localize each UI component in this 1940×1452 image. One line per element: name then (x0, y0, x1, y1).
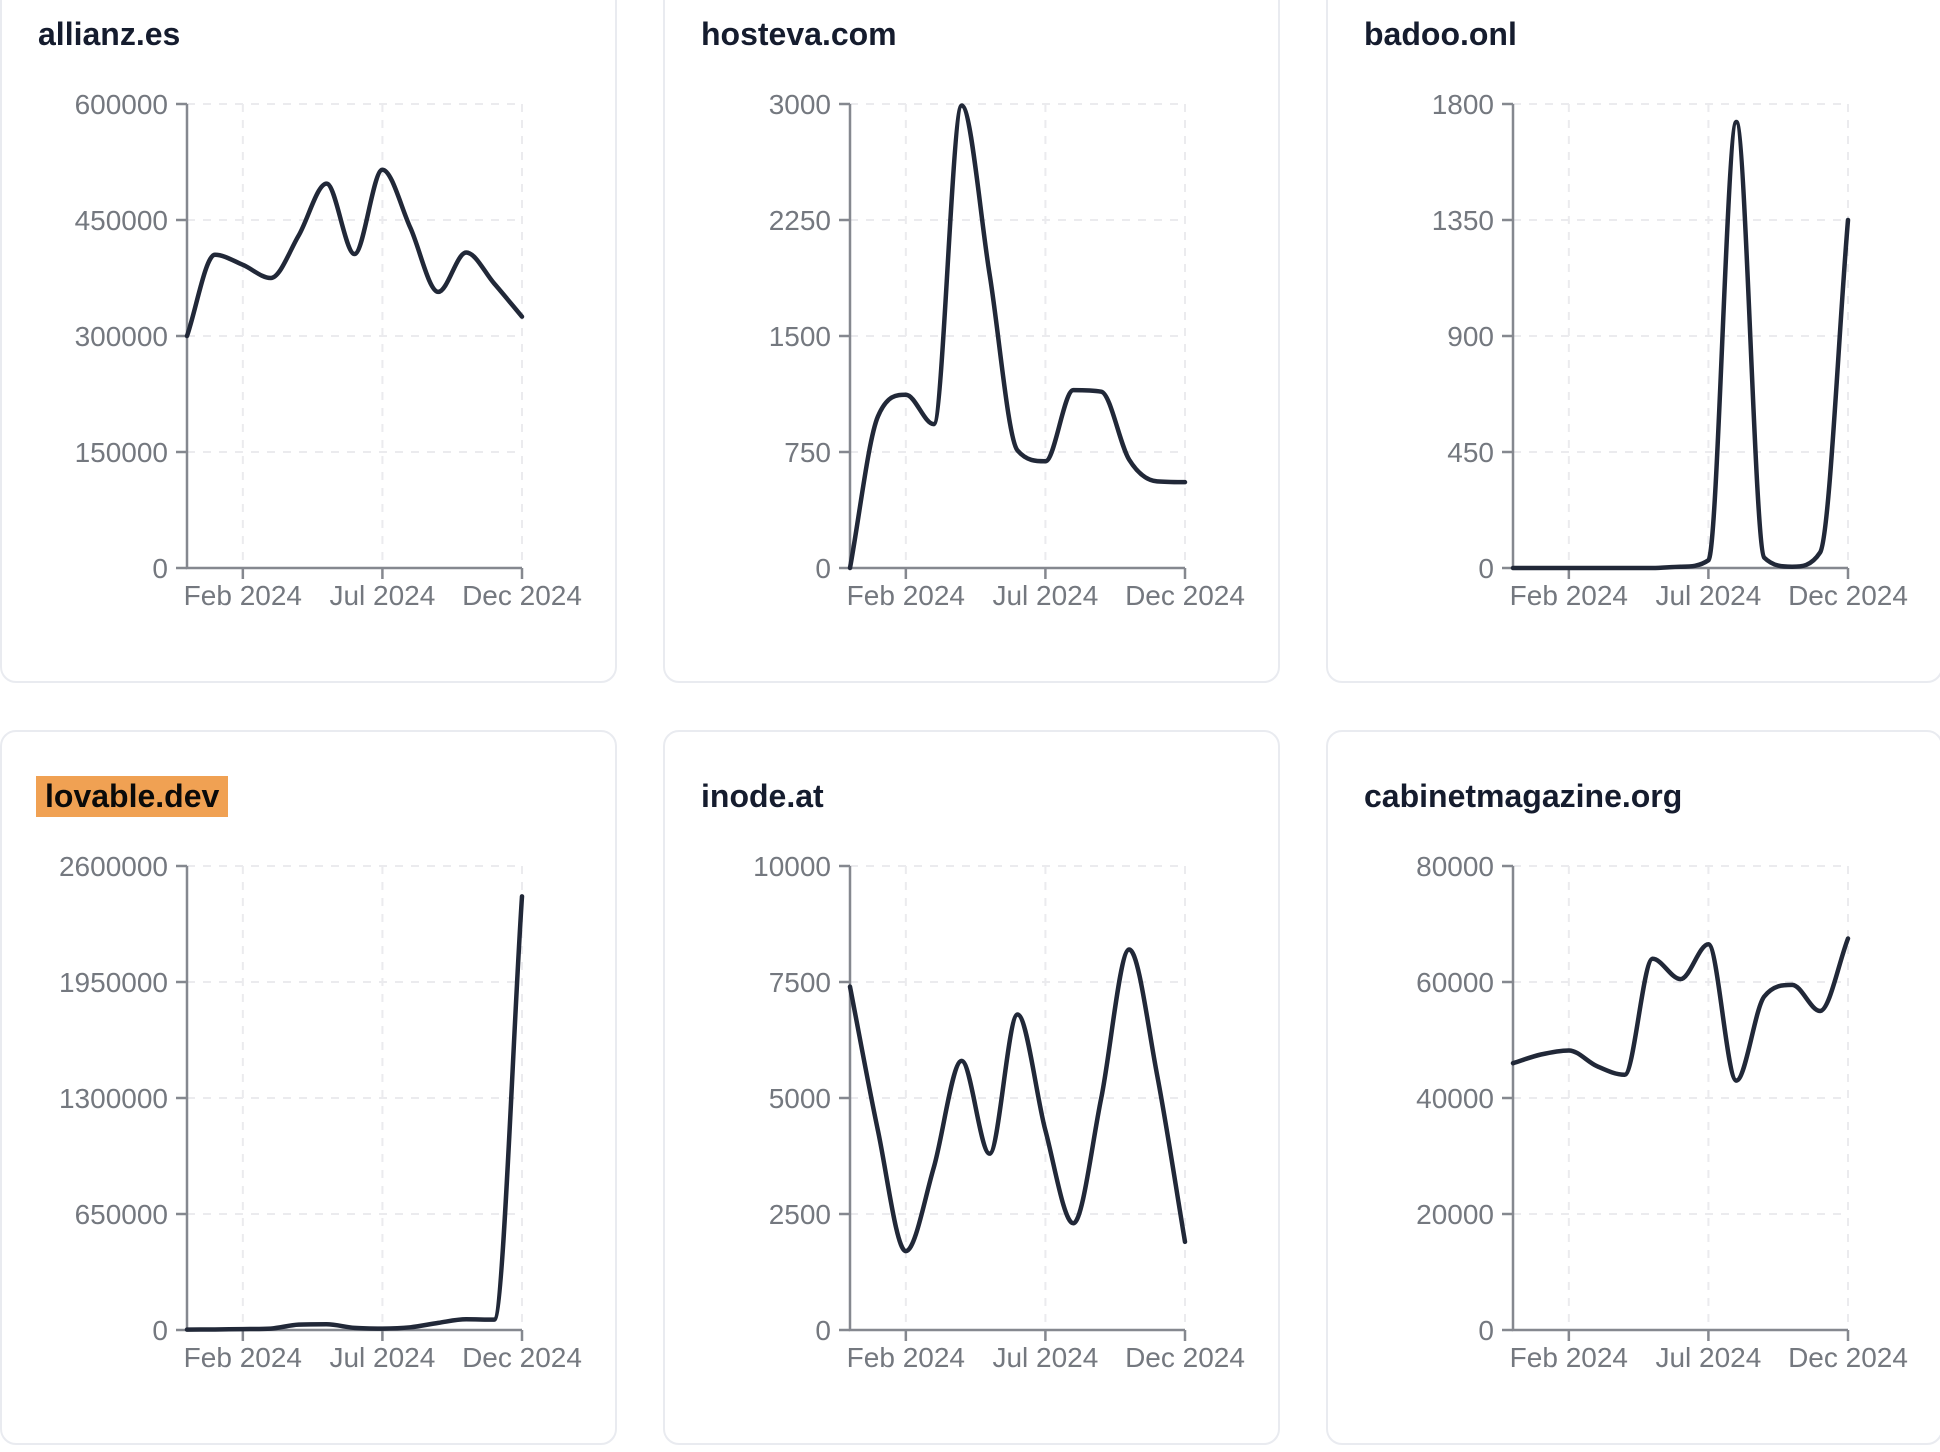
svg-text:0: 0 (815, 553, 831, 584)
chart-title: inode.at (699, 776, 826, 817)
svg-text:Feb 2024: Feb 2024 (847, 1342, 965, 1373)
svg-text:Dec 2024: Dec 2024 (1788, 580, 1908, 611)
svg-text:Jul 2024: Jul 2024 (329, 580, 435, 611)
svg-text:1800: 1800 (1432, 89, 1494, 120)
domain-name-highlighted: lovable.dev (36, 776, 229, 817)
svg-text:1350: 1350 (1432, 205, 1494, 236)
domain-chart-card-hosteva[interactable]: hosteva.com 0 750 1500 2250 3000 Feb 2024 Jul … (663, 0, 1280, 683)
domain-chart-card-inode[interactable]: inode.at 0 2500 5000 7500 10000 Feb 2024 Jul 2… (663, 730, 1280, 1445)
svg-text:20000: 20000 (1416, 1199, 1494, 1230)
svg-text:Feb 2024: Feb 2024 (1510, 1342, 1628, 1373)
svg-text:1500: 1500 (769, 321, 831, 352)
svg-text:650000: 650000 (75, 1199, 168, 1230)
domain-name: cabinetmagazine.org (1364, 778, 1683, 814)
traffic-line-chart: 0 650000 1300000 1950000 2600000 Feb 2024 Jul … (2, 732, 615, 1443)
chart-title: lovable.dev (36, 776, 229, 817)
svg-text:0: 0 (152, 1315, 168, 1346)
domain-chart-card-badoo[interactable]: badoo.onl 0 450 900 1350 1800 Feb 2024 Jul 202… (1326, 0, 1940, 683)
svg-text:450000: 450000 (75, 205, 168, 236)
svg-text:5000: 5000 (769, 1083, 831, 1114)
svg-text:0: 0 (815, 1315, 831, 1346)
traffic-line-chart: 0 450 900 1350 1800 Feb 2024 Jul 2024 Dec 2024 (1328, 0, 1940, 681)
chart-title: hosteva.com (699, 14, 899, 55)
svg-text:3000: 3000 (769, 89, 831, 120)
svg-text:Jul 2024: Jul 2024 (992, 580, 1098, 611)
svg-text:0: 0 (1478, 1315, 1494, 1346)
traffic-line-chart: 0 150000 300000 450000 600000 Feb 2024 Jul 202… (2, 0, 615, 681)
svg-text:Jul 2024: Jul 2024 (992, 1342, 1098, 1373)
svg-text:Jul 2024: Jul 2024 (329, 1342, 435, 1373)
svg-text:Feb 2024: Feb 2024 (184, 580, 302, 611)
svg-text:150000: 150000 (75, 437, 168, 468)
svg-text:Feb 2024: Feb 2024 (1510, 580, 1628, 611)
domain-name: allianz.es (38, 16, 181, 52)
svg-text:0: 0 (152, 553, 168, 584)
svg-text:Dec 2024: Dec 2024 (1125, 1342, 1245, 1373)
svg-text:750: 750 (784, 437, 831, 468)
domain-name: inode.at (701, 778, 824, 814)
domain-chart-card-cabinetmagazine[interactable]: cabinetmagazine.org 0 20000 40000 60000 8000… (1326, 730, 1940, 1445)
svg-text:Feb 2024: Feb 2024 (847, 580, 965, 611)
domain-name: badoo.onl (1364, 16, 1517, 52)
svg-text:900: 900 (1447, 321, 1494, 352)
svg-text:300000: 300000 (75, 321, 168, 352)
svg-text:Jul 2024: Jul 2024 (1655, 580, 1761, 611)
svg-text:7500: 7500 (769, 967, 831, 998)
chart-title: allianz.es (36, 14, 182, 55)
svg-text:Feb 2024: Feb 2024 (184, 1342, 302, 1373)
svg-text:2600000: 2600000 (59, 851, 168, 882)
svg-text:60000: 60000 (1416, 967, 1494, 998)
traffic-line-chart: 0 2500 5000 7500 10000 Feb 2024 Jul 2024 Dec 20… (665, 732, 1278, 1443)
svg-text:0: 0 (1478, 553, 1494, 584)
svg-text:600000: 600000 (75, 89, 168, 120)
svg-text:10000: 10000 (753, 851, 831, 882)
svg-text:Dec 2024: Dec 2024 (1788, 1342, 1908, 1373)
chart-title: cabinetmagazine.org (1362, 776, 1684, 817)
svg-text:1950000: 1950000 (59, 967, 168, 998)
domain-chart-card-allianz[interactable]: allianz.es 0 150000 300000 450000 600000 Feb … (0, 0, 617, 683)
traffic-line-chart: 0 20000 40000 60000 80000 Feb 2024 Jul 2024 Dec… (1328, 732, 1940, 1443)
svg-text:2500: 2500 (769, 1199, 831, 1230)
domain-name: hosteva.com (701, 16, 897, 52)
svg-text:Dec 2024: Dec 2024 (462, 1342, 582, 1373)
svg-text:Dec 2024: Dec 2024 (1125, 580, 1245, 611)
chart-title: badoo.onl (1362, 14, 1519, 55)
svg-text:40000: 40000 (1416, 1083, 1494, 1114)
traffic-line-chart: 0 750 1500 2250 3000 Feb 2024 Jul 2024 Dec 2024 (665, 0, 1278, 681)
svg-text:450: 450 (1447, 437, 1494, 468)
svg-text:Dec 2024: Dec 2024 (462, 580, 582, 611)
svg-text:1300000: 1300000 (59, 1083, 168, 1114)
svg-text:2250: 2250 (769, 205, 831, 236)
domain-chart-card-lovable[interactable]: lovable.dev 0 650000 1300000 1950000 2600000… (0, 730, 617, 1445)
svg-text:Jul 2024: Jul 2024 (1655, 1342, 1761, 1373)
svg-text:80000: 80000 (1416, 851, 1494, 882)
